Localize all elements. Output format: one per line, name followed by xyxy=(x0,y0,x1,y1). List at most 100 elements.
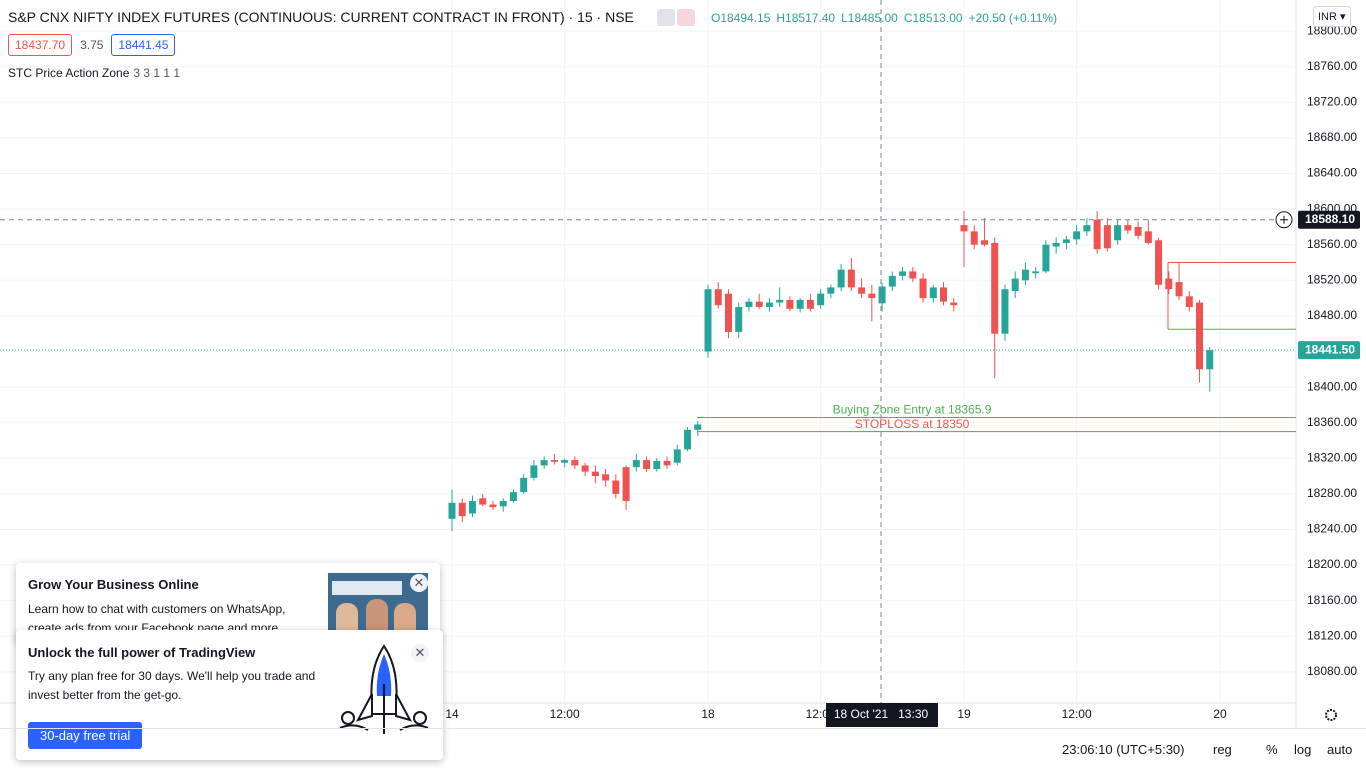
candle-body xyxy=(1001,289,1009,334)
chart-style-icons[interactable] xyxy=(657,9,695,26)
sell-price[interactable]: 18437.70 xyxy=(8,34,73,56)
rocket-illustration xyxy=(339,644,429,734)
candle-body xyxy=(1134,226,1142,236)
y-tick-label: 18240.00 xyxy=(1307,522,1357,536)
candle-body xyxy=(540,460,548,466)
ohlc-value: +20.50 (+0.11%) xyxy=(968,11,1058,25)
candle-body xyxy=(1103,225,1111,249)
candle-body xyxy=(673,449,681,463)
icon[interactable] xyxy=(657,9,675,26)
candle-body xyxy=(479,498,487,505)
candle-body xyxy=(489,504,497,508)
candle-body xyxy=(499,500,507,507)
currency-select[interactable]: INR ▾ xyxy=(1313,6,1351,27)
ohlc-value: O18494.15 xyxy=(711,11,771,25)
candle-body xyxy=(980,240,988,245)
candle-body xyxy=(468,500,476,514)
candle-body xyxy=(970,231,978,245)
candle-body xyxy=(837,269,845,288)
close-button[interactable]: ✕ xyxy=(410,574,428,592)
x-tick-label: 19 xyxy=(957,707,971,721)
candle-body xyxy=(1124,225,1132,231)
candle-body xyxy=(847,269,855,288)
candle-body xyxy=(888,275,896,287)
candle-body xyxy=(909,271,917,279)
crosshair-price-label: 18588.10 xyxy=(1305,212,1355,226)
candle-body xyxy=(561,460,569,463)
last-price-label: 18441.50 xyxy=(1305,342,1355,356)
candle-body xyxy=(1155,240,1163,285)
bottom-toolbar: 23:06:10 (UTC+5:30) reg % log auto xyxy=(0,728,1366,768)
candle-body xyxy=(940,287,948,302)
candle-body xyxy=(704,289,712,352)
candle-body xyxy=(878,286,886,304)
candle-body xyxy=(1073,231,1081,240)
candle-body xyxy=(1062,239,1070,243)
close-button[interactable]: ✕ xyxy=(411,644,429,662)
quote: 18437.70 3.75 18441.45 xyxy=(8,34,176,56)
ad-card[interactable]: Grow Your Business Online Learn how to c… xyxy=(16,563,440,643)
candle-body xyxy=(960,225,968,232)
candle-body xyxy=(899,271,907,276)
buy-price[interactable]: 18441.45 xyxy=(111,34,176,56)
symbol[interactable]: S&P CNX NIFTY INDEX FUTURES (CONTINUOUS:… xyxy=(8,9,634,25)
indicator-legend: STC Price Action Zone 3 3 1 1 1 xyxy=(8,66,180,80)
candle-body xyxy=(602,474,610,481)
percent-button[interactable]: % xyxy=(1266,742,1278,757)
candle-body xyxy=(1083,225,1091,232)
y-tick-label: 18400.00 xyxy=(1307,379,1357,393)
candle-body xyxy=(991,242,999,334)
trial-button[interactable]: 30-day free trial xyxy=(28,722,143,749)
indicator-name[interactable]: STC Price Action Zone xyxy=(8,66,130,80)
auto-button[interactable]: auto xyxy=(1327,742,1353,757)
candle-body xyxy=(755,301,763,308)
candle-body xyxy=(622,467,630,501)
symbol-header: S&P CNX NIFTY INDEX FUTURES (CONTINUOUS:… xyxy=(8,9,634,25)
candle-body xyxy=(724,293,732,332)
candle-body xyxy=(1042,244,1050,272)
candle-body xyxy=(735,307,743,332)
spread: 3.75 xyxy=(80,38,104,52)
y-tick-label: 18680.00 xyxy=(1307,130,1357,144)
candle-body xyxy=(1021,269,1029,281)
candle-body xyxy=(581,465,589,472)
settings-icon[interactable] xyxy=(1325,709,1337,721)
y-tick-label: 18520.00 xyxy=(1307,272,1357,286)
candle-body xyxy=(950,302,958,306)
currency[interactable]: INR xyxy=(1318,11,1337,23)
promo-card[interactable]: Unlock the full power of TradingView Try… xyxy=(16,630,443,760)
candle-body xyxy=(858,287,866,294)
candle-body xyxy=(1052,242,1060,247)
zone-label: Buying Zone Entry at 18365.9 xyxy=(833,403,992,417)
candle-body xyxy=(1165,278,1173,290)
candle-body xyxy=(776,299,784,303)
clock[interactable]: 23:06:10 (UTC+5:30) xyxy=(1062,742,1185,757)
candle-body xyxy=(1093,219,1101,250)
icon[interactable] xyxy=(677,9,695,26)
candle-body xyxy=(530,465,538,478)
candle-body xyxy=(1011,278,1019,291)
zone-label: STOPLOSS at 18350 xyxy=(855,417,970,431)
candle-body xyxy=(694,424,702,430)
last-price-tag xyxy=(1298,341,1360,360)
x-tick-label: 14 xyxy=(445,707,459,721)
y-tick-label: 18160.00 xyxy=(1307,593,1357,607)
log-button[interactable]: log xyxy=(1294,742,1312,757)
crosshair-time-tag xyxy=(826,703,938,727)
candle-body xyxy=(632,460,640,468)
crosshair-time-label: 18 Oct '21 13:30 xyxy=(834,707,929,721)
ad-title: Grow Your Business Online xyxy=(28,577,199,592)
candle-body xyxy=(520,477,528,493)
candle-body xyxy=(1144,231,1152,243)
x-tick-label: 12:00 xyxy=(550,707,580,721)
promo-title: Unlock the full power of TradingView xyxy=(28,645,256,660)
candle-body xyxy=(448,502,456,519)
x-tick-label: 18 xyxy=(701,707,715,721)
x-tick-label: 20 xyxy=(1213,707,1227,721)
y-tick-label: 18120.00 xyxy=(1307,628,1357,642)
session[interactable]: reg xyxy=(1213,742,1232,757)
candle-body xyxy=(796,299,804,309)
candle-body xyxy=(817,293,825,306)
candle-body xyxy=(827,287,835,294)
